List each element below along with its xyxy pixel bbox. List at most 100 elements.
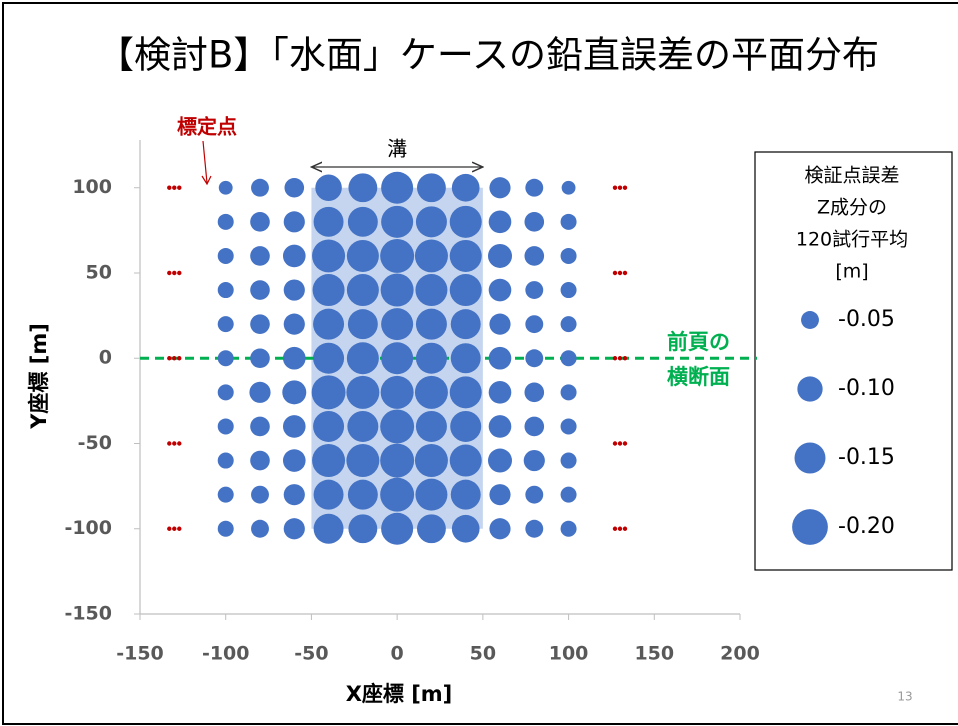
bubble: [250, 348, 270, 369]
bubble: [251, 519, 269, 538]
bubble: [524, 382, 545, 403]
bubble: [489, 518, 511, 540]
bubble: [417, 173, 446, 203]
legend-label: -0.05: [838, 307, 895, 332]
bubble: [450, 309, 481, 340]
bubble: [449, 376, 482, 409]
control-dot: [617, 441, 623, 446]
bubble: [380, 477, 415, 512]
bubble: [381, 205, 414, 238]
control-dot: [167, 356, 172, 361]
control-point-arrow: [202, 140, 208, 184]
bubble: [348, 173, 378, 203]
bubble: [560, 247, 577, 264]
bubble: [251, 178, 269, 197]
bubble: [523, 449, 545, 472]
bubble: [380, 238, 415, 273]
legend-bubble: [792, 509, 828, 545]
bubble: [284, 177, 305, 198]
bubble: [282, 346, 306, 370]
bubble: [525, 178, 544, 197]
control-dot: [612, 526, 618, 531]
bubble: [313, 513, 344, 544]
bubble: [381, 512, 414, 545]
control-dot: [622, 441, 628, 446]
bubble: [312, 444, 346, 478]
bubble: [250, 450, 270, 471]
x-tick-label: 0: [391, 643, 404, 665]
control-dot: [622, 356, 628, 361]
bubble: [451, 173, 480, 202]
bubble: [560, 316, 577, 333]
legend-bubble: [794, 442, 826, 474]
bubble: [250, 246, 270, 266]
bubble: [381, 308, 414, 341]
legend-label: -0.10: [838, 376, 895, 401]
control-point-label: 標定点: [177, 115, 237, 139]
bubble: [311, 375, 346, 410]
bubble: [313, 308, 345, 340]
bubble: [489, 484, 511, 506]
bubble: [415, 478, 448, 511]
control-dot: [622, 185, 628, 190]
bubble: [560, 350, 577, 367]
legend-title: Z成分の: [817, 197, 887, 219]
y-tick-label: 100: [72, 176, 112, 198]
bubble: [525, 281, 544, 299]
bubble: [313, 410, 345, 442]
bubble: [250, 314, 270, 334]
control-dot: [177, 185, 182, 190]
control-point: [167, 270, 182, 276]
bubble: [217, 282, 234, 299]
bubble: [415, 206, 447, 238]
bubble: [250, 416, 270, 437]
bubble: [560, 452, 577, 469]
bubble: [415, 274, 448, 307]
bubble: [488, 448, 512, 473]
bubble: [414, 444, 448, 478]
bubble: [380, 273, 414, 307]
bubble: [347, 309, 378, 340]
control-dot: [177, 526, 182, 531]
bubble: [283, 518, 305, 540]
bubble: [415, 308, 447, 340]
bubble: [381, 171, 414, 204]
slide-title: 【検討B】「水面」ケースの鉛直誤差の平面分布: [97, 34, 879, 77]
control-dot: [617, 526, 623, 531]
bubble: [488, 210, 512, 234]
bubble: [312, 239, 346, 273]
bubble: [560, 520, 577, 537]
bubble: [346, 375, 380, 409]
bubble: [347, 410, 379, 442]
bubble: [449, 239, 482, 272]
bubble: [488, 346, 512, 370]
legend-label: -0.15: [838, 445, 895, 470]
bubble: [415, 342, 447, 374]
bubble: [282, 449, 306, 472]
legend-bubble: [797, 376, 823, 402]
control-dot: [172, 526, 177, 531]
bubble: [449, 205, 482, 238]
x-tick-label: -50: [294, 643, 328, 665]
bubble: [525, 519, 544, 538]
control-point: [167, 441, 182, 446]
bubble: [560, 213, 577, 230]
control-point: [167, 356, 182, 361]
control-dot: [177, 441, 182, 446]
bubble: [524, 212, 545, 232]
control-point-arrow-head: [201, 175, 212, 186]
bubble: [315, 174, 342, 202]
bubble: [217, 213, 234, 230]
bubble: [380, 375, 414, 409]
bubble: [450, 410, 482, 442]
bubble: [347, 479, 378, 510]
bubble: [380, 443, 415, 478]
bubble: [380, 409, 415, 444]
bubble: [217, 384, 234, 401]
control-point: [167, 185, 182, 190]
control-point: [167, 526, 182, 531]
control-dot: [172, 441, 177, 446]
bubble: [348, 514, 378, 544]
y-tick-label: -50: [78, 432, 112, 454]
bubble: [313, 206, 344, 237]
